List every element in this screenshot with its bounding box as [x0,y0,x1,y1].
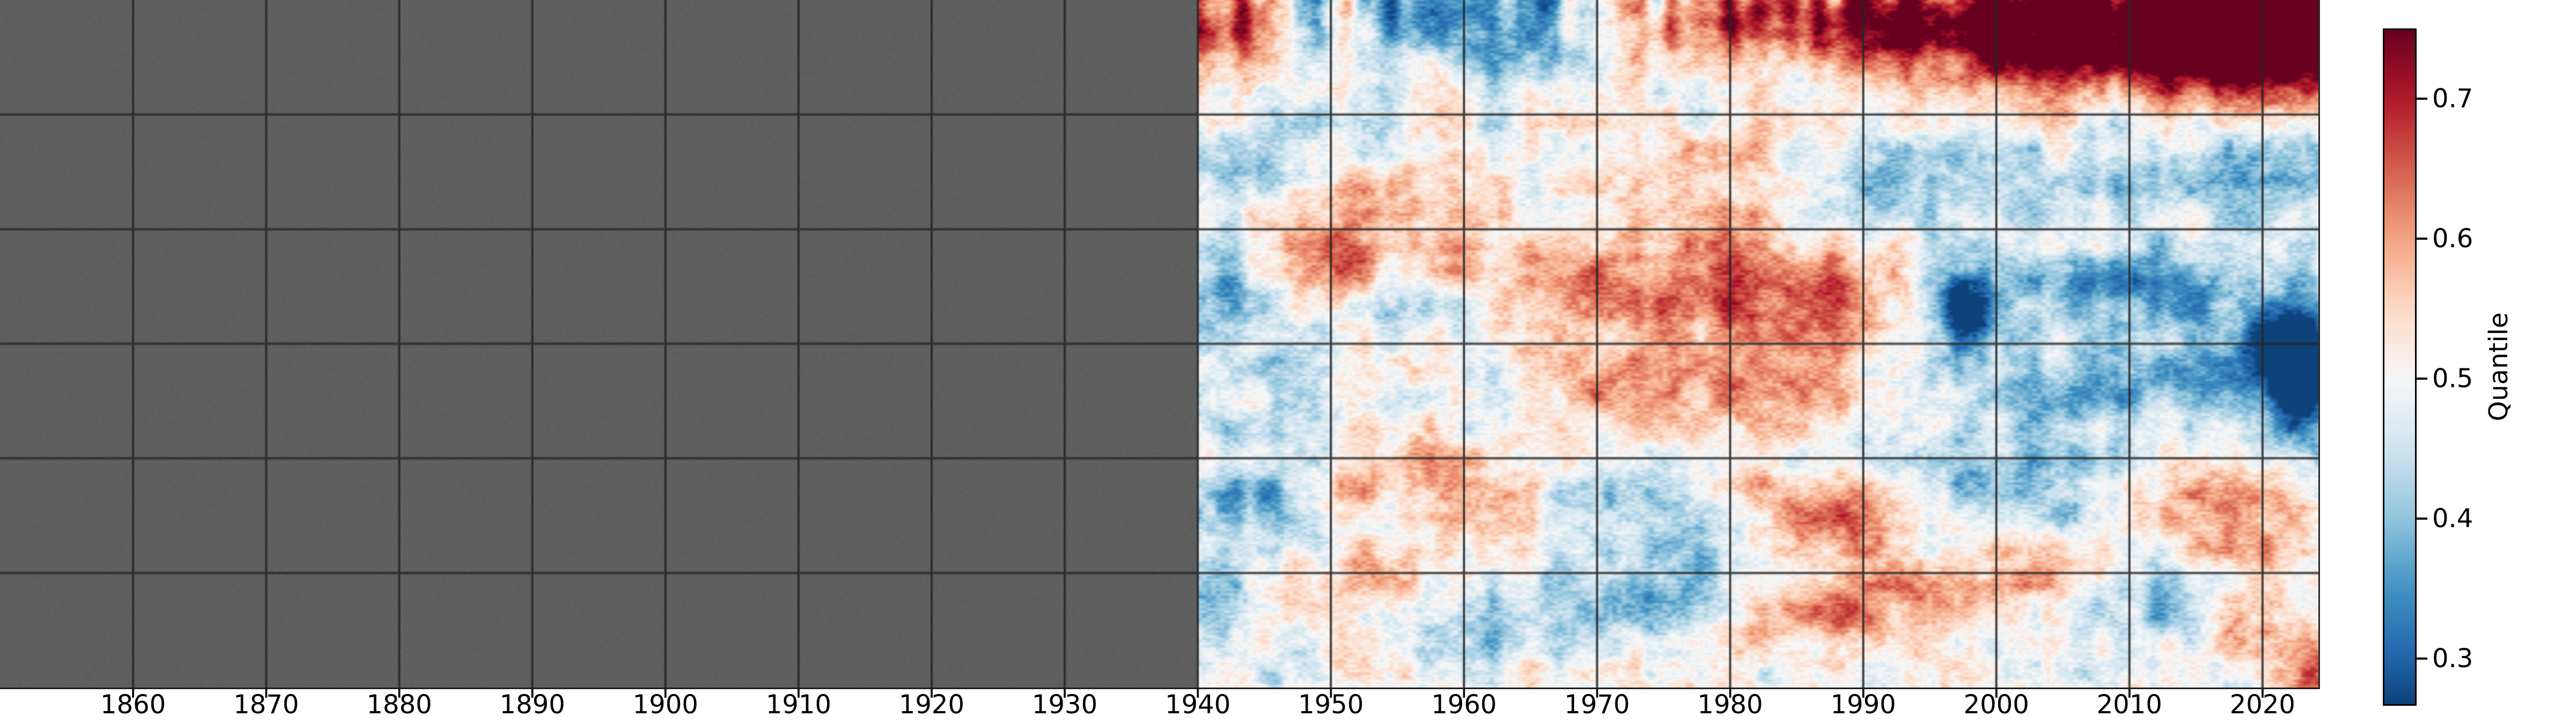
x-tick-label-1970: 1970 [1564,690,1630,720]
x-tick-mark-1900 [664,689,667,698]
x-tick-label-1960: 1960 [1431,690,1497,720]
colorbar [2383,28,2417,706]
x-tick-mark-1870 [265,689,267,698]
x-tick-label-1890: 1890 [499,690,566,720]
x-tick-label-1860: 1860 [100,690,166,720]
colorbar-tick-mark-0.5 [2417,378,2427,380]
x-tick-label-2000: 2000 [1963,690,2029,720]
colorbar-tick-label-0.4: 0.4 [2432,504,2473,534]
x-tick-mark-1940 [1196,689,1199,698]
x-tick-mark-1920 [930,689,933,698]
x-tick-label-1870: 1870 [233,690,299,720]
x-tick-label-1990: 1990 [1830,690,1896,720]
x-tick-mark-1930 [1063,689,1066,698]
colorbar-tick-label-0.3: 0.3 [2432,644,2473,674]
colorbar-tick-label-0.6: 0.6 [2432,223,2473,254]
x-tick-label-1900: 1900 [632,690,699,720]
colorbar-tick-label-0.5: 0.5 [2432,364,2473,394]
x-tick-mark-1970 [1596,689,1598,698]
colorbar-tick-mark-0.4 [2417,518,2427,520]
colorbar-title-label: Quantile [2484,312,2514,422]
x-tick-mark-1890 [531,689,533,698]
x-tick-mark-2010 [2128,689,2131,698]
x-tick-label-1910: 1910 [765,690,832,720]
x-tick-mark-1950 [1329,689,1332,698]
heatmap-canvas [0,0,2318,688]
x-tick-label-1980: 1980 [1697,690,1763,720]
colorbar-tick-mark-0.6 [2417,237,2427,240]
x-tick-mark-1860 [131,689,134,698]
x-tick-mark-1960 [1462,689,1465,698]
x-tick-label-2010: 2010 [2096,690,2162,720]
colorbar-tick-mark-0.7 [2417,97,2427,100]
x-tick-label-1880: 1880 [366,690,433,720]
x-tick-label-2020: 2020 [2229,690,2295,720]
colorbar-tick-mark-0.3 [2417,657,2427,660]
x-tick-label-1930: 1930 [1031,690,1097,720]
x-tick-mark-1880 [398,689,400,698]
x-tick-label-1940: 1940 [1165,690,1231,720]
plot-area [0,0,2320,689]
x-tick-mark-1990 [1862,689,1864,698]
x-tick-label-1950: 1950 [1298,690,1364,720]
x-tick-mark-1910 [797,689,800,698]
x-tick-mark-2000 [1995,689,1997,698]
x-tick-mark-2020 [2261,689,2264,698]
x-tick-label-1920: 1920 [898,690,964,720]
colorbar-tick-label-0.7: 0.7 [2432,83,2473,114]
x-tick-mark-1980 [1729,689,1731,698]
